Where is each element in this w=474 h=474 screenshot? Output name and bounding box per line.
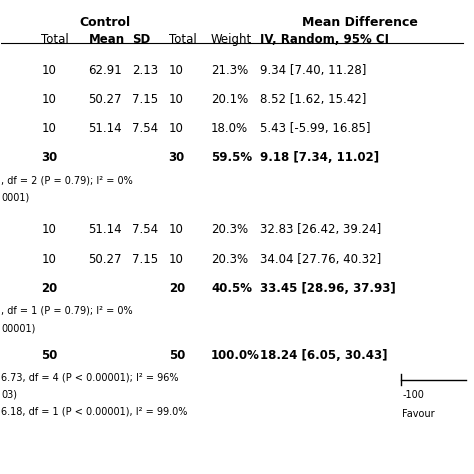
Text: 7.54: 7.54 [132,122,158,135]
Text: 7.15: 7.15 [132,253,158,265]
Text: 59.5%: 59.5% [211,151,252,164]
Text: 30: 30 [41,151,58,164]
Text: 62.91: 62.91 [89,64,122,77]
Text: 20.1%: 20.1% [211,93,248,106]
Text: 9.34 [7.40, 11.28]: 9.34 [7.40, 11.28] [260,64,366,77]
Text: Total: Total [169,34,196,46]
Text: , df = 1 (P = 0.79); I² = 0%: , df = 1 (P = 0.79); I² = 0% [1,306,133,316]
Text: 0001): 0001) [1,193,30,203]
Text: 40.5%: 40.5% [211,282,252,295]
Text: -100: -100 [402,390,424,400]
Text: 6.73, df = 4 (P < 0.00001); I² = 96%: 6.73, df = 4 (P < 0.00001); I² = 96% [1,373,179,383]
Text: 10: 10 [169,64,183,77]
Text: 21.3%: 21.3% [211,64,248,77]
Text: 50.27: 50.27 [89,253,122,265]
Text: 9.18 [7.34, 11.02]: 9.18 [7.34, 11.02] [260,151,379,164]
Text: 10: 10 [169,122,183,135]
Text: 20.3%: 20.3% [211,223,248,237]
Text: 10: 10 [41,93,56,106]
Text: 2.13: 2.13 [132,64,158,77]
Text: Weight: Weight [211,34,252,46]
Text: 51.14: 51.14 [89,223,122,237]
Text: 10: 10 [169,223,183,237]
Text: 7.15: 7.15 [132,93,158,106]
Text: 10: 10 [41,122,56,135]
Text: 10: 10 [41,223,56,237]
Text: 50: 50 [169,349,185,362]
Text: 34.04 [27.76, 40.32]: 34.04 [27.76, 40.32] [260,253,381,265]
Text: 20.3%: 20.3% [211,253,248,265]
Text: 10: 10 [41,253,56,265]
Text: 10: 10 [169,93,183,106]
Text: 20: 20 [41,282,58,295]
Text: 18.24 [6.05, 30.43]: 18.24 [6.05, 30.43] [260,349,387,362]
Text: 00001): 00001) [1,323,36,333]
Text: 10: 10 [41,64,56,77]
Text: Total: Total [41,34,69,46]
Text: 50.27: 50.27 [89,93,122,106]
Text: , df = 2 (P = 0.79); I² = 0%: , df = 2 (P = 0.79); I² = 0% [1,175,133,185]
Text: IV, Random, 95% CI: IV, Random, 95% CI [260,34,389,46]
Text: 6.18, df = 1 (P < 0.00001), I² = 99.0%: 6.18, df = 1 (P < 0.00001), I² = 99.0% [1,407,188,417]
Text: Mean Difference: Mean Difference [301,17,418,29]
Text: 8.52 [1.62, 15.42]: 8.52 [1.62, 15.42] [260,93,366,106]
Text: Favour: Favour [402,409,435,419]
Text: 03): 03) [1,390,18,400]
Text: 100.0%: 100.0% [211,349,260,362]
Text: 32.83 [26.42, 39.24]: 32.83 [26.42, 39.24] [260,223,381,237]
Text: 20: 20 [169,282,185,295]
Text: 33.45 [28.96, 37.93]: 33.45 [28.96, 37.93] [260,282,395,295]
Text: 50: 50 [41,349,58,362]
Text: 10: 10 [169,253,183,265]
Text: Control: Control [80,17,131,29]
Text: 51.14: 51.14 [89,122,122,135]
Text: SD: SD [132,34,151,46]
Text: 30: 30 [169,151,185,164]
Text: 5.43 [-5.99, 16.85]: 5.43 [-5.99, 16.85] [260,122,370,135]
Text: Mean: Mean [89,34,125,46]
Text: 18.0%: 18.0% [211,122,248,135]
Text: 7.54: 7.54 [132,223,158,237]
